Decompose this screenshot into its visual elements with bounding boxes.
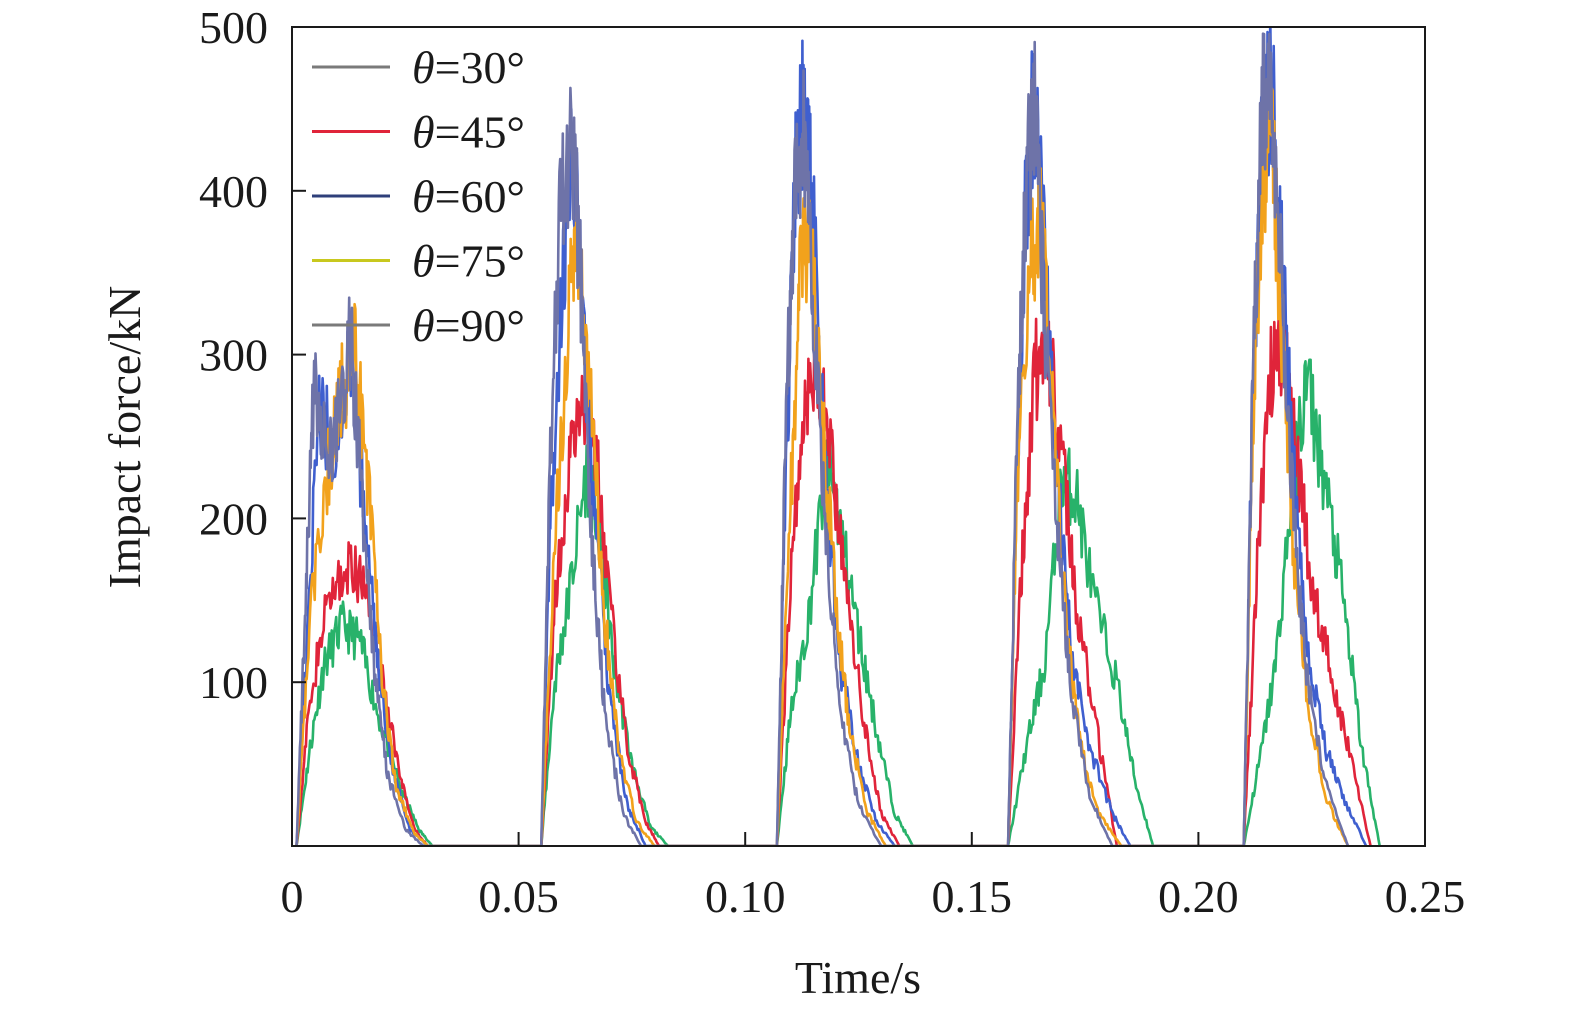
legend-label: θ=90° <box>412 300 525 351</box>
y-tick-label: 200 <box>199 493 268 544</box>
y-tick-label: 100 <box>199 657 268 708</box>
legend: θ=30° θ=45° θ=60° θ=75° θ=90° <box>312 42 525 351</box>
plot-frame <box>291 26 1426 847</box>
legend-label: θ=60° <box>412 171 525 222</box>
series-line-1 <box>295 358 1381 846</box>
y-tick-label: 500 <box>199 2 268 53</box>
y-axis-label: Impact force/kN <box>99 286 150 589</box>
x-axis-label: Time/s <box>795 952 921 1003</box>
tick-labels: 0 0.05 0.10 0.15 0.20 0.25 100 200 300 400 500 <box>199 2 1465 922</box>
series-layer <box>295 27 1381 846</box>
series-line-2 <box>295 296 1372 846</box>
x-tick-label: 0 <box>281 871 304 922</box>
x-tick-label: 0.15 <box>932 871 1013 922</box>
x-tick-label: 0.20 <box>1158 871 1239 922</box>
legend-label: θ=75° <box>412 236 525 287</box>
legend-label: θ=30° <box>412 42 525 93</box>
x-tick-label: 0.05 <box>478 871 559 922</box>
axis-ticks <box>292 189 1200 846</box>
y-tick-label: 300 <box>199 330 268 381</box>
series-line-5 <box>295 32 1350 846</box>
legend-label: θ=45° <box>412 107 525 158</box>
x-tick-label: 0.25 <box>1385 871 1466 922</box>
y-tick-label: 400 <box>199 166 268 217</box>
x-tick-label: 0.10 <box>705 871 786 922</box>
